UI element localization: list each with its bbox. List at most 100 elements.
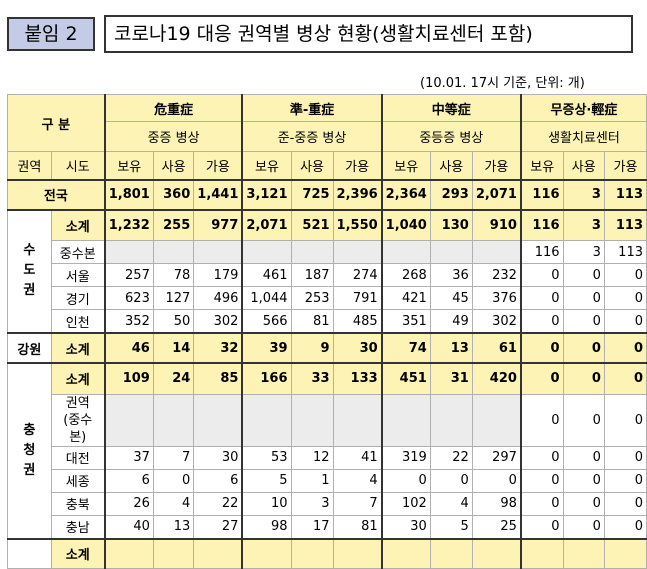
table-cell: 0 xyxy=(603,286,647,310)
col-used: 사용 xyxy=(562,151,605,181)
table-cell: 78 xyxy=(152,263,195,287)
table-cell: 116 xyxy=(519,240,564,264)
table-cell: 0 xyxy=(429,468,473,493)
col-used: 사용 xyxy=(290,151,334,181)
table-cell: 0 xyxy=(562,468,605,493)
table-cell: 22 xyxy=(429,445,473,470)
row-label: 경기 xyxy=(50,286,106,310)
table-cell: 0 xyxy=(562,362,605,395)
table-cell: 109 xyxy=(103,362,154,395)
table-cell: 0 xyxy=(471,468,522,493)
table-cell: 7 xyxy=(332,491,383,516)
table-cell: 2,071 xyxy=(241,209,292,241)
table-cell: 5 xyxy=(429,514,473,540)
row-label: 충북 xyxy=(50,491,106,516)
table-cell: 130 xyxy=(429,209,473,241)
table-cell: 0 xyxy=(603,263,647,287)
col-held: 보유 xyxy=(380,151,431,181)
table-cell: 81 xyxy=(332,514,383,540)
col-available: 가용 xyxy=(603,151,647,181)
table-cell: 22 xyxy=(193,491,243,516)
col-available: 가용 xyxy=(193,151,243,181)
table-cell: 253 xyxy=(290,286,334,310)
attachment-label: 붙임 2 xyxy=(7,17,95,51)
region-gangwon: 강원 xyxy=(7,332,52,364)
table-cell: 4 xyxy=(429,491,473,516)
table-row: 수도권 소계 1,232 255 977 2,071 521 1,550 1,040 13… xyxy=(7,209,647,334)
table-cell: 12 xyxy=(290,445,334,470)
table-cell: 45 xyxy=(429,286,473,310)
table-cell: 113 xyxy=(603,179,647,211)
col-region: 권역 xyxy=(7,151,52,181)
row-label: 소계 xyxy=(50,209,106,241)
header-gubun: 구 분 xyxy=(6,94,106,152)
table-cell: 0 xyxy=(519,514,564,540)
table-cell: 302 xyxy=(193,309,243,334)
row-label: 소계 xyxy=(50,332,106,364)
table-cell: 9 xyxy=(290,332,334,364)
table-cell: 0 xyxy=(562,332,605,364)
group-semi-critical: 準-重症 xyxy=(241,94,383,122)
table-cell: 351 xyxy=(380,309,431,334)
table-cell: 0 xyxy=(519,309,564,334)
table-cell: 74 xyxy=(380,332,431,364)
table-cell: 725 xyxy=(290,179,334,211)
table-cell: 0 xyxy=(519,393,564,447)
table-cell: 133 xyxy=(332,362,383,395)
table-cell: 0 xyxy=(603,362,647,395)
table-cell: 319 xyxy=(380,445,431,470)
table-cell: 566 xyxy=(241,309,292,334)
sub-moderate: 중등증 병상 xyxy=(380,121,522,152)
table-cell: 1 xyxy=(290,468,334,493)
table-cell: 30 xyxy=(380,514,431,540)
table-cell: 1,550 xyxy=(332,209,383,241)
table-cell: 0 xyxy=(519,445,564,470)
table-cell: 81 xyxy=(290,309,334,334)
col-available: 가용 xyxy=(471,151,522,181)
row-label: 소계 xyxy=(50,362,106,395)
table-cell: 102 xyxy=(380,491,431,516)
table-cell: 0 xyxy=(519,332,564,364)
table-cell: 46 xyxy=(103,332,154,364)
col-used: 사용 xyxy=(152,151,195,181)
row-label: 인천 xyxy=(50,309,106,334)
row-label: 소계 xyxy=(50,538,106,569)
table-cell: 13 xyxy=(152,514,195,540)
table-cell: 127 xyxy=(152,286,195,310)
region-chungcheong: 충청권 xyxy=(7,362,52,540)
document-title: 코로나19 대응 권역별 병상 현황(생활치료센터 포함) xyxy=(104,15,633,53)
table-cell: 302 xyxy=(471,309,522,334)
table-cell: 791 xyxy=(332,286,383,310)
table-cell: 179 xyxy=(193,263,243,287)
table-cell: 61 xyxy=(471,332,522,364)
table-cell: 297 xyxy=(471,445,522,470)
sub-semi-critical: 준-중증 병상 xyxy=(241,121,383,152)
reference-note: (10.01. 17시 기준, 단위: 개) xyxy=(420,76,585,91)
table-cell: 0 xyxy=(380,468,431,493)
table-cell: 33 xyxy=(290,362,334,395)
table-cell: 113 xyxy=(603,240,647,264)
group-critical: 危重症 xyxy=(103,94,243,122)
table-cell: 24 xyxy=(152,362,195,395)
table-cell: 0 xyxy=(603,468,647,493)
table-cell: 1,441 xyxy=(193,179,243,211)
table-cell: 0 xyxy=(519,362,564,395)
table-cell: 421 xyxy=(380,286,431,310)
table-cell: 113 xyxy=(603,209,647,241)
bed-status-table: 구 분 危重症 準-重症 中等症 무증상·輕症 중증 병상 준-중증 병상 중등… xyxy=(6,94,647,569)
table-cell: 910 xyxy=(471,209,522,241)
table-cell: 521 xyxy=(290,209,334,241)
table-cell: 977 xyxy=(193,209,243,241)
table-cell: 0 xyxy=(562,514,605,540)
table-cell: 485 xyxy=(332,309,383,334)
table-cell: 6 xyxy=(103,468,154,493)
col-held: 보유 xyxy=(519,151,564,181)
